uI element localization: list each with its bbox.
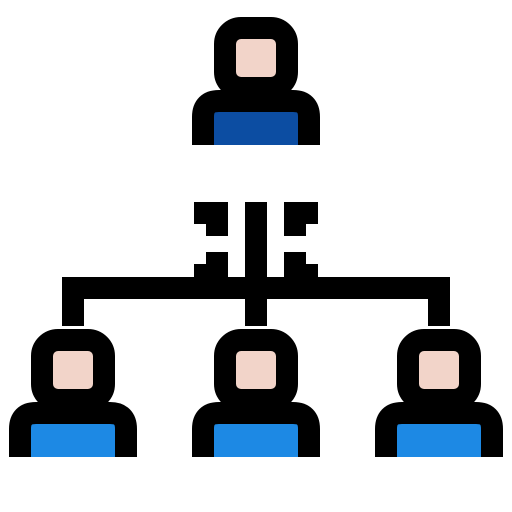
shoulders-icon [203, 413, 309, 457]
person-child3 [386, 340, 492, 457]
shoulders-icon [386, 413, 492, 457]
head-icon [225, 28, 287, 88]
person-child1 [20, 340, 126, 457]
person-boss [203, 28, 309, 145]
head-icon [225, 340, 287, 400]
shoulders-icon [20, 413, 126, 457]
person-child2 [203, 340, 309, 457]
org-chart-diagram [0, 0, 512, 512]
head-icon [42, 340, 104, 400]
head-icon [408, 340, 470, 400]
shoulders-icon [203, 101, 309, 145]
